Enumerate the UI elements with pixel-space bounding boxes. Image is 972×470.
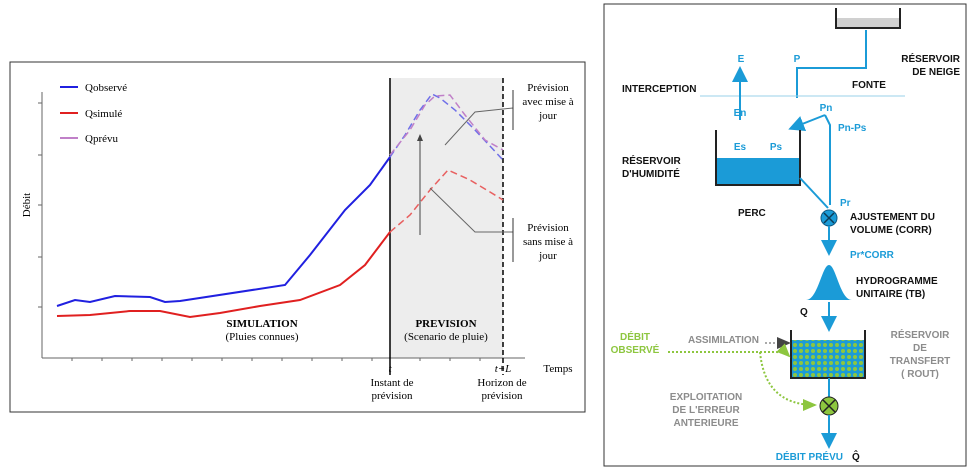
label: OBSERVÉ (611, 343, 660, 356)
flow-line (796, 30, 867, 98)
time-caption: Instant de (370, 377, 413, 389)
label: Pn (820, 103, 833, 114)
label: ASSIMILATION (688, 335, 759, 346)
frame (603, 3, 967, 467)
label: DÉBIT (620, 330, 650, 343)
flow-line (824, 114, 831, 205)
annotation: Prévision (527, 82, 569, 94)
soil-reservoir (715, 130, 801, 186)
label: Pr*CORR (850, 250, 895, 261)
label: UNITAIRE (TB) (856, 289, 925, 300)
phase-title: SIMULATION (226, 318, 297, 330)
label: Q (800, 307, 808, 318)
legend-label: Qsimulé (85, 108, 122, 120)
annotation: jour (538, 110, 557, 122)
label: PERC (738, 208, 766, 219)
annotation: avec mise à (522, 96, 573, 108)
simulated-future (389, 169, 504, 233)
forecast-zone (390, 78, 503, 358)
x-ticks (71, 358, 481, 361)
legend-label: Qprévu (85, 133, 118, 145)
snow-reservoir (835, 8, 901, 29)
phase-subtitle: (Pluies connues) (225, 331, 298, 343)
label: Ps (770, 142, 783, 153)
error-x (822, 399, 836, 413)
label: ( ROUT) (901, 369, 939, 380)
phase-title: PREVISION (415, 318, 476, 330)
label: RÉSERVOIR (622, 154, 681, 167)
label: DE (913, 343, 927, 354)
label: DE NEIGE (912, 67, 960, 78)
annotation: Prévision (527, 222, 569, 234)
label: RÉSERVOIR (901, 52, 960, 65)
time-caption: prévision (482, 390, 523, 402)
observed-link (668, 343, 791, 358)
label: TRANSFERT (890, 356, 951, 367)
x-axis-label: Temps (543, 363, 572, 375)
observed-curve (56, 156, 391, 307)
perc-line (799, 177, 829, 209)
label: Q̂ (852, 450, 860, 463)
time-caption: prévision (372, 390, 413, 402)
label: Pn-Ps (838, 123, 867, 134)
transfer-water (791, 340, 865, 378)
label: INTERCEPTION (622, 84, 696, 95)
annotation: jour (538, 250, 557, 262)
label: RÉSERVOIR (891, 328, 950, 341)
multiplier-x (823, 212, 835, 224)
hydrograph: Qobservé Qsimulé Qprévu Débit SIMULATION… (9, 61, 586, 413)
time-mark: t (388, 363, 392, 375)
simulated-curve (56, 231, 391, 319)
time-caption: Horizon de (477, 377, 526, 389)
label: DE L'ERREUR (672, 405, 740, 416)
model-diagram: E P INTERCEPTION FONTE RÉSERVOIR DE NEIG… (603, 3, 967, 467)
unit-hydrograph (806, 265, 852, 300)
snow (836, 18, 900, 28)
time-mark: t+L (495, 363, 512, 375)
observed-future (389, 93, 504, 161)
label: VOLUME (CORR) (850, 225, 932, 236)
label: En (734, 108, 747, 119)
label: FONTE (852, 80, 886, 91)
label: E (738, 54, 745, 65)
label: DÉBIT PRÉVU (776, 450, 843, 463)
y-ticks (38, 102, 42, 308)
label: D'HUMIDITÉ (622, 167, 680, 180)
phase-subtitle: (Scenario de pluie) (404, 331, 488, 343)
label: HYDROGRAMME (856, 276, 938, 287)
annotation-line (429, 187, 513, 233)
label: Es (734, 142, 747, 153)
error-link (759, 351, 817, 411)
label: AJUSTEMENT DU (850, 212, 935, 223)
label: ANTERIEURE (673, 418, 738, 429)
label: Pr (840, 198, 851, 209)
legend-label: Qobservé (85, 82, 127, 94)
forecast-curve (389, 94, 504, 156)
y-axis-label: Débit (21, 193, 33, 217)
soil-water (716, 158, 800, 184)
label: P (794, 54, 801, 65)
label: EXPLOITATION (670, 392, 742, 403)
annotation-line (444, 107, 514, 146)
infiltration-arrow (788, 114, 826, 132)
annotation: sans mise à (523, 236, 573, 248)
